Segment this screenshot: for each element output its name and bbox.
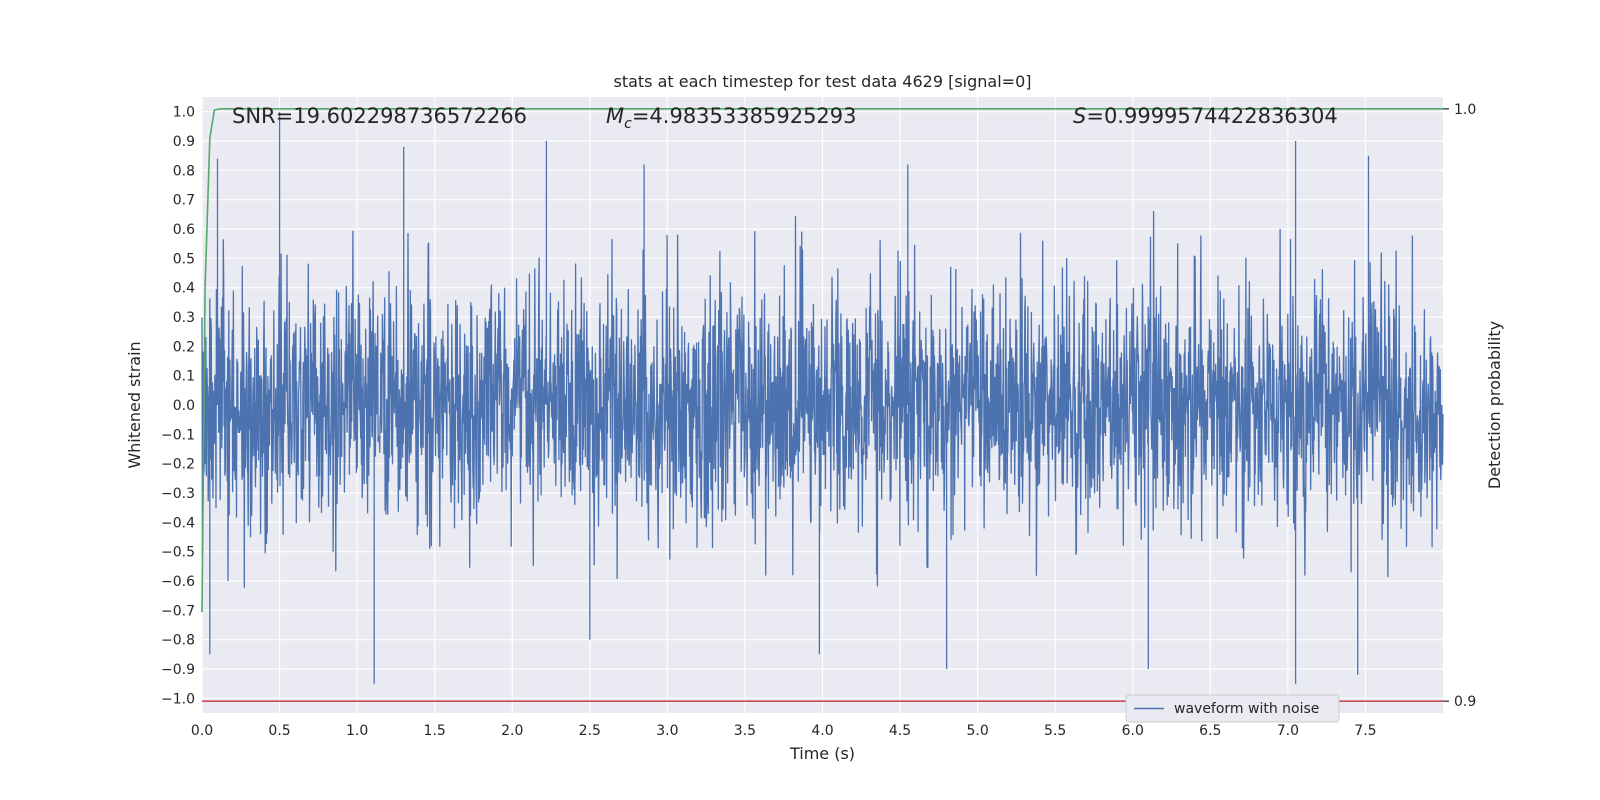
y-tick-label: −0.7 bbox=[161, 603, 195, 619]
x-tick-label: 3.0 bbox=[656, 723, 678, 739]
y-tick-label: −0.5 bbox=[161, 545, 195, 561]
y-tick-label: −0.2 bbox=[161, 457, 195, 473]
y-tick-label: 1.0 bbox=[173, 105, 195, 121]
mc-value: =4.98353385925293 bbox=[632, 104, 857, 128]
detection-statistic-annotation: S=0.9999574422836304 bbox=[1073, 104, 1338, 128]
y-tick-label: 0.2 bbox=[173, 339, 195, 355]
y-tick-label: −1.0 bbox=[161, 691, 195, 707]
x-tick-label: 4.5 bbox=[889, 723, 911, 739]
x-tick-label: 2.5 bbox=[579, 723, 601, 739]
y-tick-label: 0.1 bbox=[173, 369, 195, 385]
x-tick-label: 1.0 bbox=[346, 723, 368, 739]
x-tick-label: 0.5 bbox=[268, 723, 290, 739]
chirp-mass-annotation: Mc=4.98353385925293 bbox=[606, 104, 857, 132]
y-tick-label: −0.3 bbox=[161, 486, 195, 502]
y-tick-label: −0.4 bbox=[161, 515, 195, 531]
x-tick-label: 5.5 bbox=[1044, 723, 1066, 739]
x-tick-label: 5.0 bbox=[966, 723, 988, 739]
y-tick-label: 0.6 bbox=[173, 222, 195, 238]
legend-label: waveform with noise bbox=[1174, 701, 1319, 717]
chart-title: stats at each timestep for test data 462… bbox=[613, 72, 1031, 91]
x-tick-label: 7.5 bbox=[1354, 723, 1376, 739]
y-tick-label: 0.0 bbox=[173, 398, 195, 414]
y-tick-label: 0.3 bbox=[173, 310, 195, 326]
y-tick-label: 0.8 bbox=[173, 163, 195, 179]
x-tick-label: 1.5 bbox=[424, 723, 446, 739]
y-tick-label: −0.6 bbox=[161, 574, 195, 590]
s-symbol: S bbox=[1073, 104, 1086, 128]
y-tick-label: −0.9 bbox=[161, 662, 195, 678]
mc-subscript: c bbox=[624, 116, 632, 132]
x-tick-label: 0.0 bbox=[191, 723, 213, 739]
x-tick-label: 2.0 bbox=[501, 723, 523, 739]
series-detection-probability bbox=[201, 108, 1443, 613]
legend-box bbox=[1125, 694, 1340, 723]
y-tick-label: 0.9 bbox=[173, 134, 195, 150]
mc-symbol: M bbox=[606, 104, 624, 128]
x-tick-label: 4.0 bbox=[811, 723, 833, 739]
y-tick-label: 0.5 bbox=[173, 251, 195, 267]
right-y-tick-label: 1.0 bbox=[1454, 102, 1476, 118]
y-tick-label: 0.7 bbox=[173, 193, 195, 209]
s-value: =0.9999574422836304 bbox=[1086, 104, 1337, 128]
x-tick-label: 6.5 bbox=[1199, 723, 1221, 739]
y-tick-label: −0.8 bbox=[161, 633, 195, 649]
right-y-tick-label: 0.9 bbox=[1454, 694, 1476, 710]
y-tick-label: −0.1 bbox=[161, 427, 195, 443]
x-tick-label: 3.5 bbox=[734, 723, 756, 739]
x-tick-label: 6.0 bbox=[1122, 723, 1144, 739]
x-axis-label: Time (s) bbox=[789, 744, 855, 763]
y-tick-label: 0.4 bbox=[173, 281, 195, 297]
series-waveform-with-noise bbox=[201, 111, 1444, 684]
x-tick-label: 7.0 bbox=[1277, 723, 1299, 739]
snr-annotation: SNR=19.602298736572266 bbox=[232, 104, 527, 128]
tick-labels: 0.0 0.5 1.0 1.5 2.0 2.5 3.0 3.5 4.0 4.5 5.0 5.5 6.0 6… bbox=[161, 102, 1476, 739]
y-axis-label-right: Detection probability bbox=[1485, 321, 1504, 489]
legend: waveform with noise bbox=[1125, 694, 1340, 723]
y-axis-label: Whitened strain bbox=[125, 341, 144, 468]
